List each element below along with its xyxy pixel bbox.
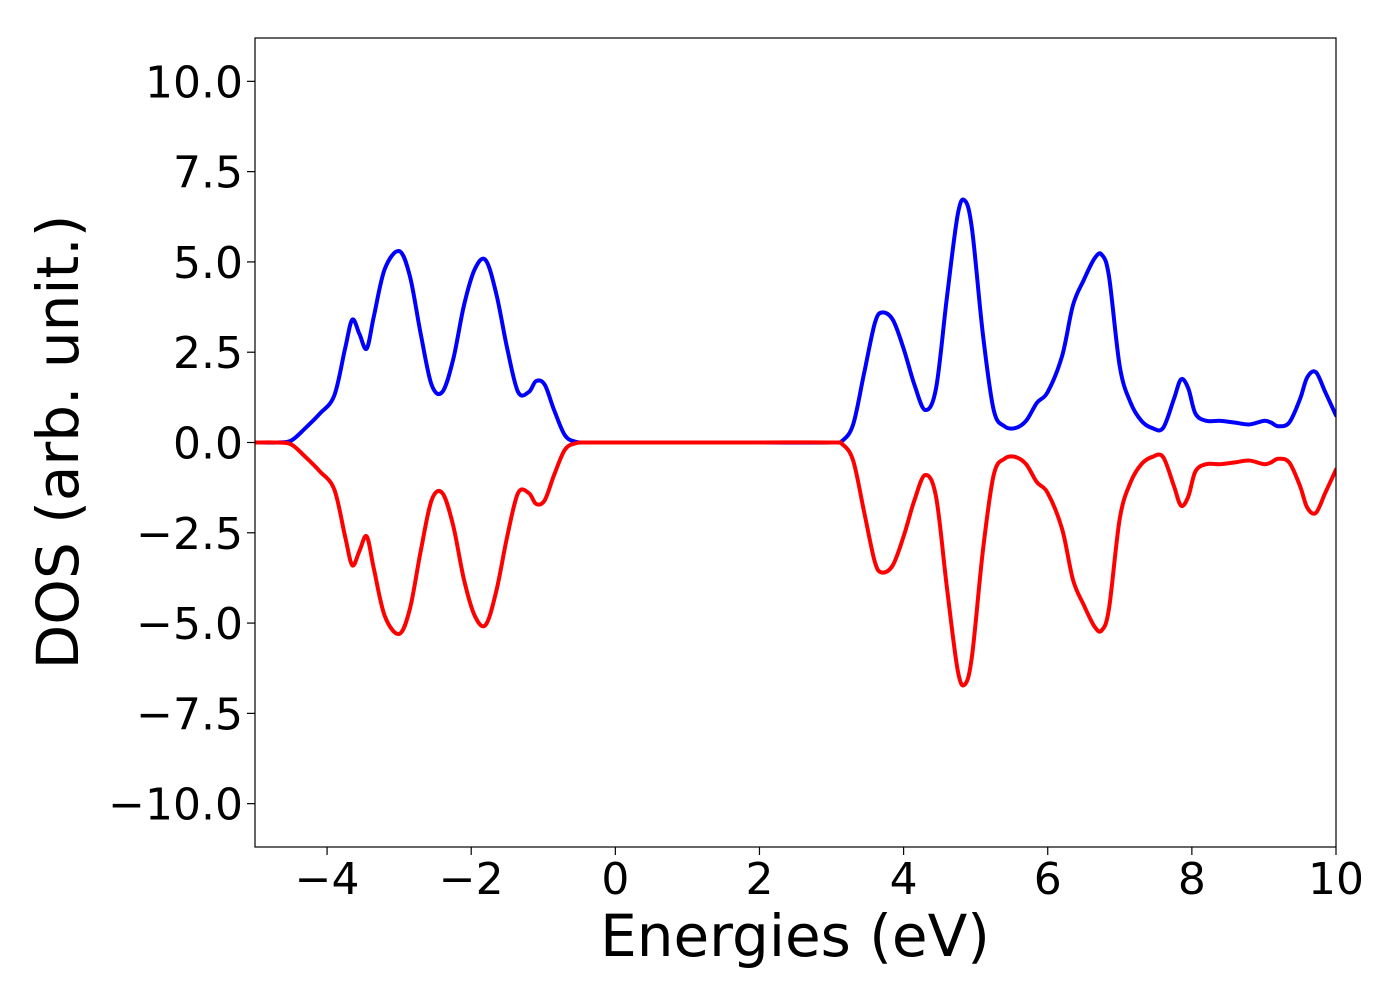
y-tick-label: −10.0 — [108, 780, 243, 831]
x-tick-label: 2 — [745, 854, 773, 905]
x-tick-label: −4 — [295, 854, 360, 905]
y-tick-label: 0.0 — [173, 419, 243, 470]
x-tick-label: 8 — [1178, 854, 1206, 905]
y-tick-label: 10.0 — [145, 57, 243, 108]
y-tick-label: 2.5 — [173, 328, 243, 379]
series-line-positive — [255, 197, 1336, 445]
y-axis: 10.0 7.5 5.0 2.5 0.0 −2.5 −5.0 −7.5 −10.0 — [108, 57, 255, 831]
series-line-negative — [255, 440, 1336, 688]
x-tick-label: −2 — [439, 854, 504, 905]
x-tick-label: 0 — [601, 854, 629, 905]
x-axis-title: Energies (eV) — [600, 902, 990, 970]
y-tick-label: 7.5 — [173, 148, 243, 199]
x-tick-label: 4 — [890, 854, 918, 905]
series-layer — [255, 197, 1336, 688]
y-tick-label: −5.0 — [136, 599, 243, 650]
x-axis: −4 −2 0 2 4 6 8 10 — [295, 847, 1364, 905]
y-tick-label: −2.5 — [136, 509, 243, 560]
x-tick-label: 10 — [1308, 854, 1364, 905]
y-axis-title: DOS (arb. unit.) — [24, 215, 92, 670]
y-tick-label: 5.0 — [173, 238, 243, 289]
x-tick-label: 6 — [1034, 854, 1062, 905]
y-tick-label: −7.5 — [136, 689, 243, 740]
